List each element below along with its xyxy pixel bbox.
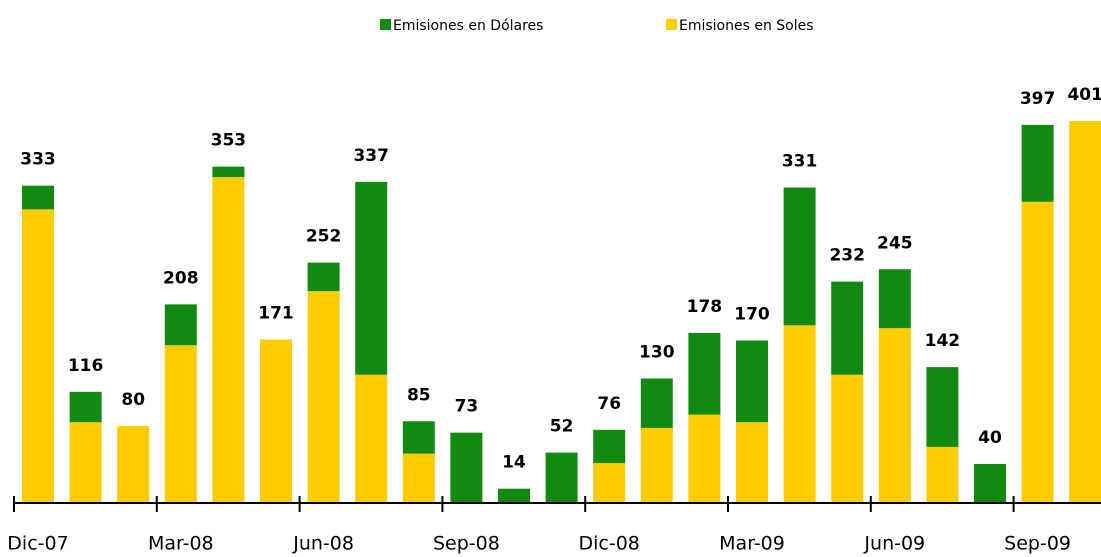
legend-label: Emisiones en Dólares xyxy=(393,18,543,34)
value-label: 401 xyxy=(1067,85,1101,105)
value-label: 353 xyxy=(211,131,247,151)
bar-segment xyxy=(688,332,721,415)
bar-segment xyxy=(212,166,245,178)
bar-segment xyxy=(640,427,673,502)
bar-segment xyxy=(831,374,864,502)
bar-segment xyxy=(688,414,721,502)
bar-segment xyxy=(878,269,911,329)
x-tick-label: Jun-09 xyxy=(863,533,925,555)
bar-segment xyxy=(593,463,626,502)
bar-segment xyxy=(736,340,768,423)
bar-segment xyxy=(783,187,816,326)
value-label: 170 xyxy=(734,305,770,325)
value-label: 85 xyxy=(407,385,431,405)
bar-segment xyxy=(307,262,340,292)
bar-segment xyxy=(307,291,340,502)
bar-segment xyxy=(22,209,54,502)
legend-swatch xyxy=(380,19,391,30)
bar-segment xyxy=(498,488,530,502)
bar-segment xyxy=(450,432,483,502)
value-label: 14 xyxy=(502,453,526,473)
value-label: 178 xyxy=(687,297,723,317)
value-label: 40 xyxy=(978,428,1002,448)
bar-segment xyxy=(117,426,150,502)
x-tick-label: Dic-08 xyxy=(579,533,640,555)
x-tick-label: Dic-07 xyxy=(7,533,68,555)
bar-segment xyxy=(831,281,864,375)
bar-segment xyxy=(355,374,388,502)
value-label: 331 xyxy=(782,152,818,172)
bar-segment xyxy=(926,367,959,447)
value-label: 333 xyxy=(20,150,56,170)
bar-segment xyxy=(1021,201,1054,503)
value-label: 116 xyxy=(68,356,104,376)
x-tick-label: Mar-08 xyxy=(148,533,214,555)
bar-segment xyxy=(783,325,816,502)
bar-segment xyxy=(974,464,1006,502)
bar-segment xyxy=(402,421,435,454)
bar-segment xyxy=(69,422,102,502)
bar-segment xyxy=(212,177,245,502)
bar-segment xyxy=(878,328,911,502)
value-label: 52 xyxy=(550,417,574,437)
bar-segment xyxy=(402,453,435,502)
x-tick-label: Mar-09 xyxy=(719,533,785,555)
value-label: 232 xyxy=(829,246,865,266)
value-label: 208 xyxy=(163,268,199,288)
bar-segment xyxy=(1069,121,1101,503)
bar-segment xyxy=(355,181,388,375)
bar-segment xyxy=(545,452,578,502)
x-tick-label: Sep-09 xyxy=(1004,533,1071,555)
bar-segment xyxy=(593,429,626,464)
bar-segment xyxy=(260,339,292,502)
value-label: 245 xyxy=(877,233,913,253)
x-tick-label: Jun-08 xyxy=(292,533,354,555)
value-label: 73 xyxy=(455,397,479,417)
value-label: 337 xyxy=(353,146,389,166)
bar-segment xyxy=(640,378,673,428)
bar-segment xyxy=(164,345,197,502)
bar-segment xyxy=(926,446,959,502)
value-label: 397 xyxy=(1020,89,1056,109)
legend-swatch xyxy=(666,19,677,30)
x-tick-label: Sep-08 xyxy=(433,533,500,555)
value-label: 252 xyxy=(306,227,342,247)
value-label: 130 xyxy=(639,343,675,363)
value-label: 76 xyxy=(597,394,621,414)
bar-segment xyxy=(164,304,197,346)
bar-segment xyxy=(69,391,102,423)
value-label: 142 xyxy=(925,331,961,351)
value-label: 80 xyxy=(121,390,145,410)
bar-segment xyxy=(736,422,768,502)
bar-segment xyxy=(22,185,54,210)
bar-segment xyxy=(1021,124,1054,202)
value-label: 171 xyxy=(258,304,294,324)
legend-label: Emisiones en Soles xyxy=(679,18,814,34)
